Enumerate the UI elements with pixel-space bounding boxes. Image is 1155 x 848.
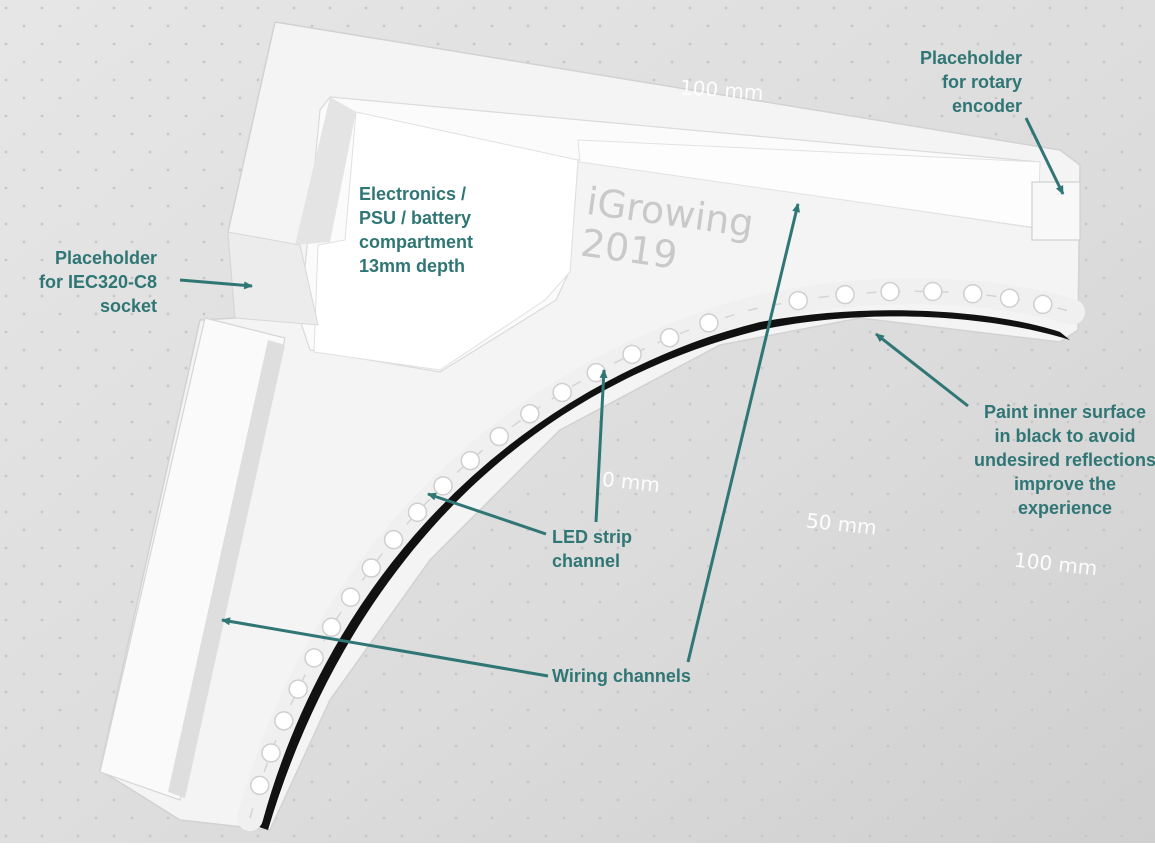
led-bead	[622, 344, 642, 365]
annotation-iec-socket: Placeholder for IEC320-C8 socket	[38, 248, 157, 316]
electronics-compartment	[313, 111, 579, 371]
arrow-led-strip-b	[427, 492, 547, 536]
compartment-rim	[295, 97, 356, 245]
led-bead	[489, 426, 509, 447]
led-bead	[407, 502, 428, 522]
left-arm-channel	[168, 340, 285, 798]
led-bead	[880, 281, 900, 302]
iec-socket-notch	[227, 231, 319, 326]
part-body	[99, 21, 1085, 831]
led-bead	[274, 711, 294, 731]
arrow-wiring-b	[221, 617, 549, 678]
led-bead	[304, 648, 324, 668]
arrow-rotary-encoder	[1024, 117, 1065, 195]
left-arm	[99, 317, 286, 801]
arrow-iec-socket	[179, 278, 253, 290]
led-bead	[923, 281, 943, 302]
led-bead	[963, 284, 983, 304]
led-bead	[1033, 294, 1053, 315]
arrow-paint-inner	[875, 332, 969, 408]
led-bead	[520, 404, 540, 424]
arrow-led-strip-a	[594, 369, 608, 523]
annotation-rotary-encoder: Placeholder for rotary encoder	[919, 48, 1022, 116]
led-bead	[261, 743, 281, 763]
led-bead	[659, 328, 680, 348]
annotation-paint-inner: Paint inner surface in black to avoid un…	[973, 402, 1155, 518]
arrow-wiring-a	[686, 203, 801, 663]
led-bead	[552, 382, 572, 403]
led-bead	[788, 290, 808, 311]
annotation-led-strip: LED strip channel	[552, 527, 633, 571]
led-bead	[699, 313, 719, 333]
led-bead	[361, 558, 382, 578]
led-bead	[383, 529, 404, 550]
led-bead	[340, 587, 361, 608]
annotation-wiring: Wiring channels	[552, 666, 691, 686]
annotation-electronics: Electronics / PSU / battery compartment …	[359, 184, 474, 276]
led-bead	[835, 284, 855, 305]
led-bead	[288, 679, 308, 699]
led-bead	[433, 476, 453, 496]
led-bead	[321, 617, 342, 638]
rotary-encoder-placeholder	[1031, 181, 1081, 241]
annotation-arrows	[179, 117, 1065, 678]
led-bead	[250, 775, 270, 796]
led-bead	[460, 450, 481, 471]
led-bead	[999, 288, 1020, 308]
